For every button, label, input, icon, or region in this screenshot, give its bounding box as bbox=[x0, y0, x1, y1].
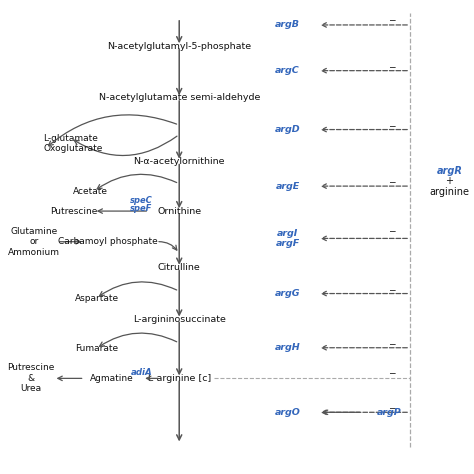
Text: argE: argE bbox=[275, 182, 300, 191]
Text: −: − bbox=[388, 121, 395, 130]
Text: −: − bbox=[388, 368, 395, 377]
Text: Putrescine
&
Urea: Putrescine & Urea bbox=[7, 364, 54, 393]
Text: L-argininosuccinate: L-argininosuccinate bbox=[133, 315, 226, 324]
Text: arginine: arginine bbox=[429, 187, 469, 197]
Text: argP: argP bbox=[377, 408, 401, 417]
Text: −: − bbox=[388, 339, 395, 348]
Text: −: − bbox=[388, 285, 395, 294]
Text: −: − bbox=[388, 62, 395, 71]
Text: Carbamoyl phosphate: Carbamoyl phosphate bbox=[58, 237, 157, 246]
Text: argB: argB bbox=[275, 20, 300, 29]
Text: adiA: adiA bbox=[130, 368, 152, 377]
Text: Putrescine: Putrescine bbox=[50, 207, 97, 216]
Text: L-glutamate: L-glutamate bbox=[43, 134, 98, 143]
Text: Citrulline: Citrulline bbox=[158, 263, 201, 272]
Text: Aspartate: Aspartate bbox=[75, 294, 119, 303]
Text: L-arginine [c]: L-arginine [c] bbox=[147, 374, 211, 383]
Text: argH: argH bbox=[275, 343, 301, 352]
Text: −: − bbox=[388, 226, 395, 235]
Text: Ornithine: Ornithine bbox=[157, 207, 201, 216]
Text: argD: argD bbox=[275, 125, 301, 134]
Text: Agmatine: Agmatine bbox=[91, 374, 134, 383]
Text: Oxoglutarate: Oxoglutarate bbox=[43, 144, 102, 153]
Text: argR: argR bbox=[437, 166, 462, 176]
Text: speC: speC bbox=[130, 196, 153, 205]
Text: Fumarate: Fumarate bbox=[75, 344, 118, 353]
Text: −: − bbox=[388, 177, 395, 186]
Text: N-α-acetylornithine: N-α-acetylornithine bbox=[134, 157, 225, 166]
Text: argO: argO bbox=[275, 408, 301, 417]
Text: argI
argF: argI argF bbox=[275, 229, 300, 248]
Text: argG: argG bbox=[275, 289, 301, 298]
Text: N-acetylglutamyl-5-phosphate: N-acetylglutamyl-5-phosphate bbox=[107, 42, 251, 51]
Text: argC: argC bbox=[275, 66, 300, 75]
Text: Glutamine
or
Ammonium: Glutamine or Ammonium bbox=[8, 227, 60, 256]
Text: −: − bbox=[388, 403, 395, 412]
Text: Acetate: Acetate bbox=[73, 187, 108, 196]
Text: N-acetylglutamate semi-aldehyde: N-acetylglutamate semi-aldehyde bbox=[99, 93, 260, 102]
Text: −: − bbox=[388, 15, 395, 24]
Text: speF: speF bbox=[130, 204, 153, 213]
Text: +: + bbox=[445, 176, 453, 186]
